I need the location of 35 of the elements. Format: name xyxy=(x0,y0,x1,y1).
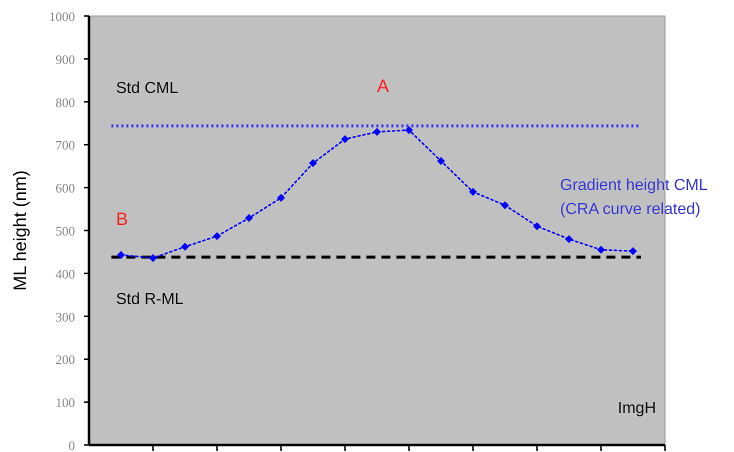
y-tick-label: 400 xyxy=(56,266,75,282)
point xyxy=(309,159,317,168)
y-tick-label: 300 xyxy=(56,309,75,324)
point xyxy=(277,194,285,202)
point xyxy=(245,214,253,222)
point xyxy=(597,246,605,254)
point xyxy=(469,188,477,196)
series-label: Gradient height CML (CRA curve related) xyxy=(560,177,708,218)
ref-line-label: Std R-ML xyxy=(116,291,184,308)
annotation: B xyxy=(116,209,128,229)
point xyxy=(149,254,157,262)
point xyxy=(437,157,445,165)
point xyxy=(341,135,349,144)
y-tick-label: 500 xyxy=(56,224,75,238)
point xyxy=(117,250,125,259)
point xyxy=(213,232,221,240)
y-tick-label: 200 xyxy=(56,352,75,368)
point xyxy=(405,126,413,134)
point xyxy=(629,247,637,256)
y-tick-label: 100 xyxy=(56,395,75,410)
point xyxy=(533,222,541,230)
y-tick-label: 800 xyxy=(56,94,75,110)
point xyxy=(501,201,509,210)
point xyxy=(373,128,381,136)
y-tick-label: 600 xyxy=(56,180,75,196)
y-tick-label: 1000 xyxy=(49,9,75,24)
ref-line-label: Std CML xyxy=(116,80,178,97)
y-tick-label: 700 xyxy=(56,138,75,153)
point xyxy=(181,242,189,251)
y-axis-title: ML height (nm) xyxy=(10,170,30,291)
y-tick-label: 0 xyxy=(68,438,75,452)
annotation: A xyxy=(376,76,390,96)
y-tick-label: 900 xyxy=(56,52,75,67)
x-axis-title: ImgH xyxy=(618,400,656,417)
point xyxy=(565,235,573,244)
